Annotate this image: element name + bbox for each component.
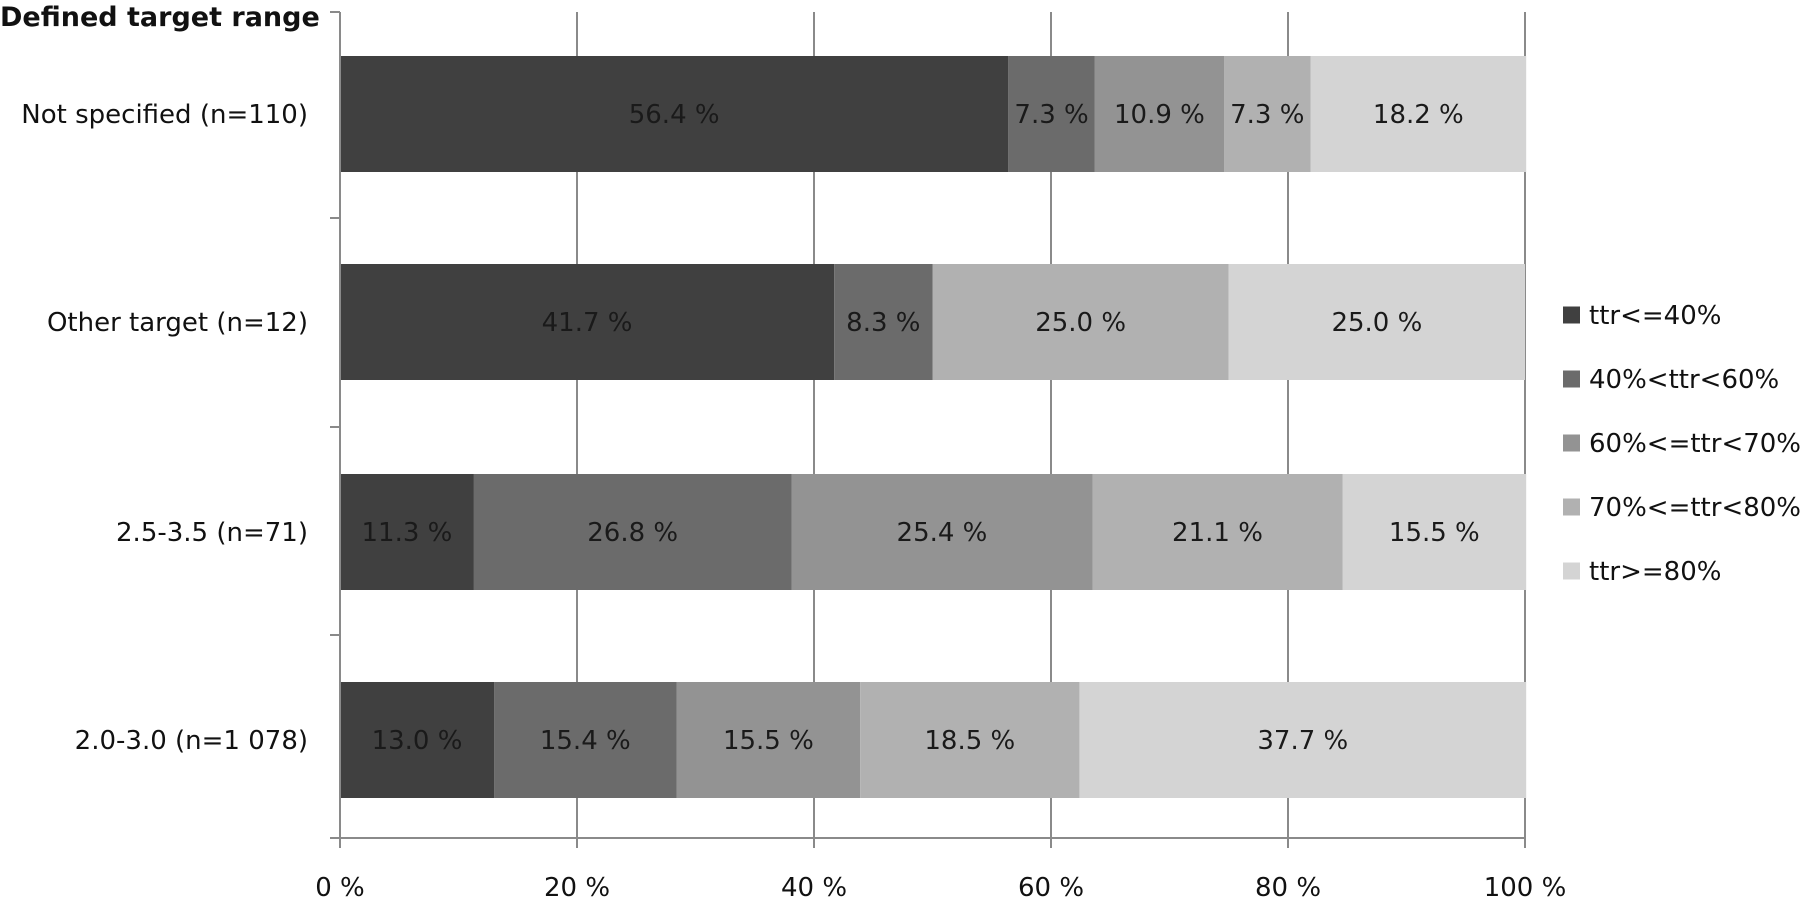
bar-layer: 56.4 % 7.3 % 10.9 % 7.3 % 18.2 % 41.7 % 8.3 % 2… (340, 56, 1527, 798)
x-tick-label: 20 % (544, 873, 610, 899)
bar-segment (932, 264, 1229, 380)
data-label: 56.4 % (629, 100, 720, 130)
legend-swatch (1563, 498, 1580, 516)
data-label: 25.0 % (1035, 308, 1126, 338)
legend-swatch (1563, 434, 1580, 452)
data-label: 8.3 % (846, 308, 920, 338)
bar-segment (340, 264, 835, 380)
legend-swatch (1563, 370, 1580, 388)
data-label: 18.5 % (924, 726, 1015, 756)
data-label: 15.4 % (540, 726, 631, 756)
data-label: 11.3 % (362, 518, 453, 548)
legend-swatch (1563, 562, 1580, 580)
data-label: 37.7 % (1257, 726, 1348, 756)
bar-segment (791, 474, 1093, 590)
category-label: Other target (n=12) (47, 308, 308, 338)
category-label: Not specified (n=110) (21, 100, 308, 130)
bar-segment (860, 682, 1080, 798)
bar-segment (1228, 264, 1525, 380)
bar-segment (1079, 682, 1527, 798)
axis-layer: Not specified (n=110) Other target (n=12)… (21, 11, 1567, 899)
category-label: 2.5-3.5 (n=71) (116, 518, 308, 548)
bar-segment (494, 682, 677, 798)
bar-segment (1092, 474, 1343, 590)
legend-label: 40%<ttr<60% (1589, 365, 1779, 395)
bar-segment (1310, 56, 1527, 172)
data-label: 25.4 % (897, 518, 988, 548)
data-label: 13.0 % (372, 726, 463, 756)
data-label: 7.3 % (1014, 100, 1088, 130)
data-label: 21.1 % (1172, 518, 1263, 548)
data-label: 25.0 % (1331, 308, 1422, 338)
legend-label: 60%<=ttr<70% (1589, 429, 1800, 459)
x-tick-label: 100 % (1484, 873, 1567, 899)
data-label: 15.5 % (723, 726, 814, 756)
legend: ttr<=40% 40%<ttr<60% 60%<=ttr<70% 70%<=ttr<… (1563, 301, 1800, 587)
bar-segment (340, 474, 474, 590)
bar-segment (340, 682, 495, 798)
bar-segment (340, 56, 1009, 172)
bar-segment (1094, 56, 1225, 172)
x-tick-label: 60 % (1018, 873, 1084, 899)
bar-segment (834, 264, 933, 380)
data-label: 10.9 % (1114, 100, 1205, 130)
bar-segment (1224, 56, 1311, 172)
bar-segment (1008, 56, 1095, 172)
data-label: 15.5 % (1389, 518, 1480, 548)
legend-swatch (1563, 306, 1580, 324)
data-label: 18.2 % (1373, 100, 1464, 130)
bar-segment (473, 474, 792, 590)
category-label: 2.0-3.0 (n=1 078) (75, 726, 308, 756)
legend-label: ttr<=40% (1589, 301, 1721, 331)
bar-segment (1342, 474, 1527, 590)
x-tick-label: 80 % (1255, 873, 1321, 899)
x-tick-label: 0 % (315, 873, 365, 899)
bar-segment (676, 682, 861, 798)
x-tick-label: 40 % (781, 873, 847, 899)
data-label: 7.3 % (1230, 100, 1304, 130)
legend-label: ttr>=80% (1589, 557, 1721, 587)
chart-title: Defined target range (0, 2, 320, 33)
data-label: 41.7 % (542, 308, 633, 338)
legend-label: 70%<=ttr<80% (1589, 493, 1800, 523)
data-label: 26.8 % (587, 518, 678, 548)
